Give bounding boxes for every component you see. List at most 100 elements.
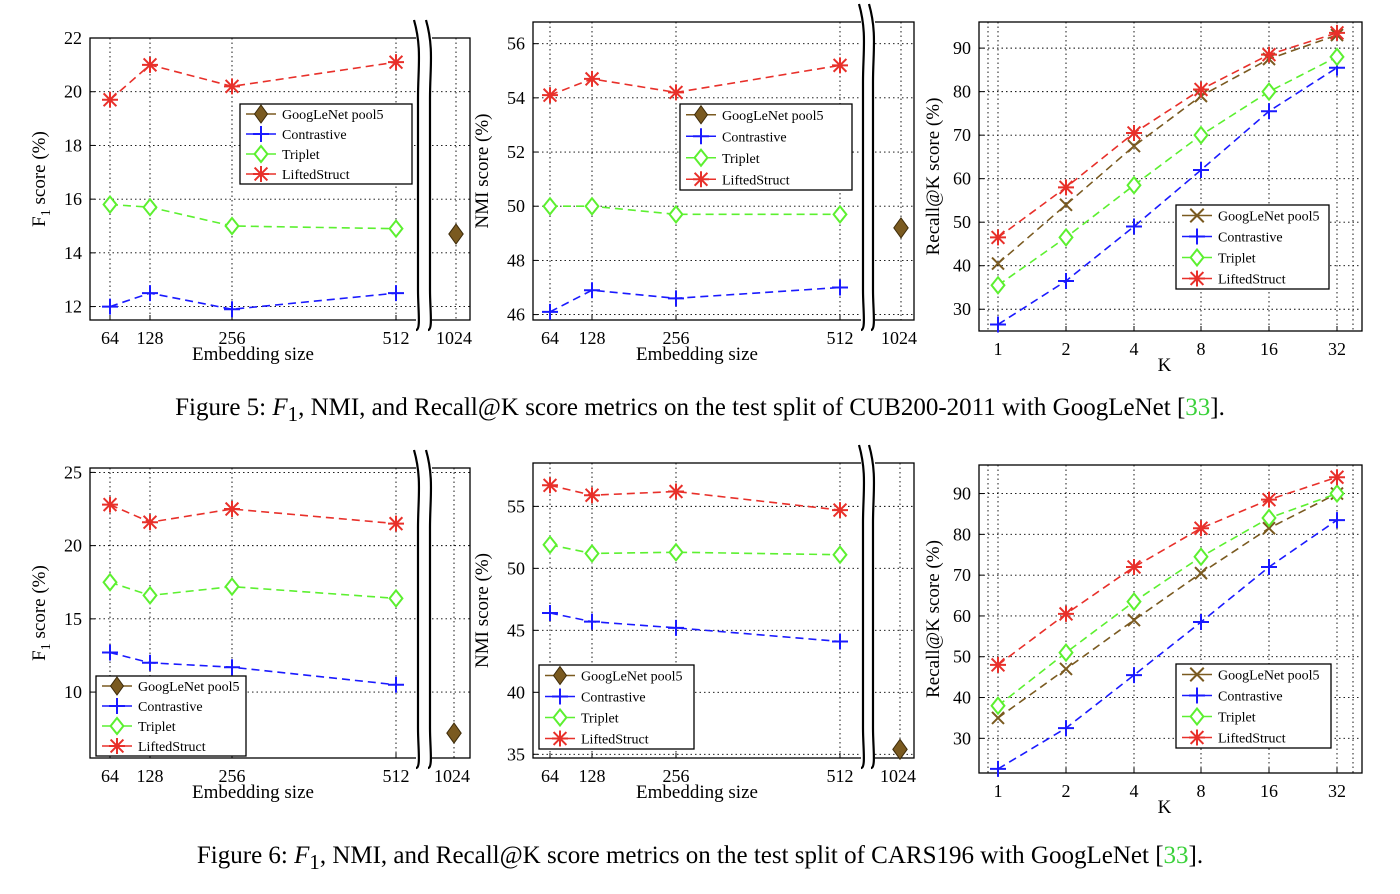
data-point-contrastive [102,298,118,315]
series-line-contrastive [997,67,1338,326]
legend-marker-contrastive [552,688,568,705]
data-point-googlenet-pool5 [1194,566,1208,580]
data-point-liftedstruct [1261,46,1277,63]
data-point-triplet [224,216,240,236]
citation-link[interactable]: 33 [1163,842,1189,869]
caption-end: ]. [1188,842,1204,869]
data-point-googlenet-pool5 [892,738,908,761]
data-point-triplet [668,542,684,562]
data-point-contrastive [1126,667,1142,684]
data-point-googlenet-pool5 [1059,662,1073,676]
series-line-triplet [550,205,840,216]
data-point-triplet [388,219,404,239]
citation-link[interactable]: 33 [1185,394,1211,421]
x-tick-label: 16 [1260,339,1278,359]
caption-f-sub: 1 [287,402,299,426]
x-tick-label: 4 [1130,781,1139,801]
data-point-googlenet-pool5 [1262,521,1276,535]
axis-break-line [424,449,433,770]
y-axis-label: F1 score (%) [29,565,54,661]
legend-label-googlenet-pool5: GoogLeNet pool5 [722,109,823,124]
y-tick-label: 18 [64,135,82,155]
data-point-contrastive [990,316,1006,333]
data-point-liftedstruct [1193,520,1209,537]
data-point-triplet [1058,227,1074,248]
series-line-liftedstruct [549,484,841,511]
y-tick-label: 70 [953,565,971,585]
x-tick-label: 256 [663,328,690,348]
data-point-liftedstruct [142,56,158,73]
data-point-triplet [1329,483,1345,504]
data-point-triplet [224,577,240,597]
data-point-triplet [584,543,600,564]
legend: GoogLeNet pool5 Contrastive Triplet LiftedS… [239,103,413,185]
y-tick-label: 15 [64,609,82,629]
legend: GoogLeNet pool5 Contrastive Triplet LiftedS… [95,675,247,757]
y-axis-label-sub: 1 [39,209,54,216]
y-tick-label: 30 [953,728,971,748]
data-point-googlenet-pool5 [448,223,464,245]
y-axis-label: F1 score (%) [29,131,54,227]
legend-marker-googlenet-pool5 [552,665,568,686]
x-tick-label: 128 [579,766,606,786]
x-tick-label: 32 [1328,781,1346,801]
data-point-triplet [668,204,684,224]
y-tick-label: 16 [64,189,82,209]
legend-label-googlenet-pool5: GoogLeNet pool5 [138,680,239,695]
y-tick-label: 90 [953,38,971,58]
axis-break-line [857,444,866,770]
x-tick-label: 64 [101,328,119,348]
data-point-triplet [1261,508,1277,528]
axis-break-line [424,19,433,332]
data-point-liftedstruct [832,57,848,74]
legend-label-triplet: Triplet [722,152,760,167]
y-tick-label: 50 [953,212,971,232]
data-point-googlenet-pool5 [991,256,1005,271]
data-point-liftedstruct [224,78,240,95]
data-point-contrastive [102,644,118,661]
x-tick-label: 1024 [881,328,917,348]
figure-6-caption: Figure 6: F1, NMI, and Recall@K score me… [0,842,1400,875]
x-axis-label: Embedding size [636,782,758,803]
series-line-liftedstruct [549,64,841,96]
data-point-liftedstruct [102,91,118,108]
legend-marker-liftedstruct [552,730,568,747]
legend-label-triplet: Triplet [1218,711,1256,726]
data-point-contrastive [668,619,684,636]
x-tick-label: 8 [1197,339,1206,359]
y-tick-label: 60 [953,606,971,626]
series-line-contrastive [549,286,841,313]
caption-f-sub: 1 [309,850,320,874]
legend-label-googlenet-pool5: GoogLeNet pool5 [1218,669,1319,684]
legend-marker-googlenet-pool5 [1189,208,1205,223]
data-point-contrastive [832,633,848,650]
legend-label-contrastive: Contrastive [282,128,347,143]
x-tick-label: 512 [827,328,854,348]
chart-panel: 30 40 50 60 70 80 90 1 2 4 8 16 32 K Recall@K score (%… [923,464,1363,818]
data-point-googlenet-pool5 [1059,198,1073,212]
y-axis-label-sub: 1 [39,643,54,650]
data-point-contrastive [1193,161,1209,178]
legend: GoogLeNet pool5 Contrastive Triplet LiftedS… [679,103,853,191]
x-tick-label: 128 [137,328,164,348]
y-tick-label: 90 [953,484,971,504]
x-axis-label: Embedding size [192,344,314,365]
y-tick-label: 80 [953,524,971,544]
data-point-contrastive [542,303,558,320]
plot-frame [978,464,1363,774]
data-point-contrastive [1126,218,1142,235]
chart-panel: 10 15 20 25 64 128 256 512 1024 Embedding size F1 … [29,449,471,803]
legend-label-contrastive: Contrastive [722,130,787,145]
series-line-liftedstruct [997,476,1338,666]
axis-break-mask [861,4,875,338]
data-point-contrastive [224,659,240,676]
series-line-triplet [997,56,1338,286]
data-point-liftedstruct [1329,24,1345,41]
data-point-liftedstruct [142,514,158,531]
y-axis-label-main: Recall@K score (%) [923,98,944,256]
data-point-triplet [102,194,118,215]
data-point-liftedstruct [584,70,600,87]
legend-label-triplet: Triplet [138,720,176,735]
y-tick-label: 46 [507,305,525,325]
series-line-googlenet-pool5 [997,34,1338,265]
